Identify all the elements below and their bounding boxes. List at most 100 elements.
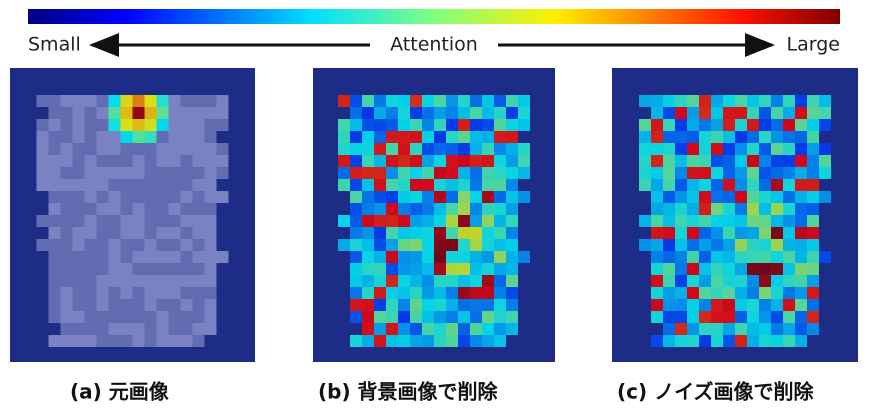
heatmap-cell: [494, 239, 506, 251]
heatmap-cell: [759, 239, 771, 251]
heatmap-cell: [362, 227, 374, 239]
heatmap-cell: [783, 287, 795, 299]
heatmap-cell: [49, 215, 61, 227]
heatmap-cell: [49, 143, 61, 155]
heatmap-cell: [458, 107, 470, 119]
caption: (b) 背景画像で削除: [318, 380, 499, 404]
heatmap-cell: [795, 323, 807, 335]
heatmap-cell: [193, 251, 205, 263]
heatmap-cell: [157, 155, 169, 167]
heatmap-cell: [699, 179, 711, 191]
heatmap-cell: [49, 131, 61, 143]
heatmap-cell: [747, 251, 759, 263]
heatmap-cell: [699, 287, 711, 299]
heatmap-cell: [109, 167, 121, 179]
heatmap-cell: [675, 323, 687, 335]
heatmap-cell: [675, 311, 687, 323]
heatmap-cell: [422, 215, 434, 227]
heatmap-cell: [338, 119, 350, 131]
heatmap-cell: [687, 119, 699, 131]
heatmap-cell: [157, 215, 169, 227]
heatmap-cell: [350, 191, 362, 203]
heatmap-cell: [374, 275, 386, 287]
heatmap-cell: [470, 251, 482, 263]
heatmap-cell: [759, 251, 771, 263]
heatmap-cell: [109, 323, 121, 335]
heatmap-cell: [723, 143, 735, 155]
heatmap-cell: [362, 311, 374, 323]
heatmap-cell: [759, 275, 771, 287]
heatmap-cell: [157, 311, 169, 323]
heatmap-cell: [386, 263, 398, 275]
heatmap-cell: [181, 107, 193, 119]
heatmap-cell: [362, 119, 374, 131]
heatmap-cell: [434, 227, 446, 239]
heatmap-cell: [807, 239, 819, 251]
heatmap-cell: [398, 287, 410, 299]
heatmap-cell: [482, 299, 494, 311]
heatmap-cell: [145, 131, 157, 143]
heatmap-cell: [410, 131, 422, 143]
heatmap-cell: [169, 263, 181, 275]
heatmap-cell: [109, 119, 121, 131]
heatmap-cell: [747, 239, 759, 251]
heatmap-cell: [675, 107, 687, 119]
heatmap-cell: [193, 107, 205, 119]
heatmap-cell: [518, 167, 530, 179]
caption: (a) 元画像: [70, 380, 170, 404]
heatmap-cell: [121, 95, 133, 107]
heatmap-cell: [121, 143, 133, 155]
heatmap-cell: [398, 155, 410, 167]
heatmap-cell: [422, 131, 434, 143]
heatmap-cell: [494, 275, 506, 287]
heatmap-cell: [422, 275, 434, 287]
heatmap-cell: [506, 155, 518, 167]
heatmap-cell: [819, 143, 831, 155]
heatmap-cell: [639, 143, 651, 155]
heatmap-cell: [735, 167, 747, 179]
heatmap-cell: [783, 263, 795, 275]
heatmap-cell: [61, 287, 73, 299]
heatmap-cell: [783, 251, 795, 263]
heatmap-cell: [482, 167, 494, 179]
heatmap-cell: [687, 263, 699, 275]
heatmap-cell: [470, 119, 482, 131]
heatmap-cell: [169, 275, 181, 287]
heatmap-cell: [518, 95, 530, 107]
heatmap-cell: [819, 251, 831, 263]
heatmap-cell: [109, 263, 121, 275]
heatmap-cell: [711, 179, 723, 191]
heatmap-cell: [97, 335, 109, 347]
heatmap-cell: [482, 311, 494, 323]
heatmap-cell: [434, 119, 446, 131]
heatmap-cell: [217, 95, 229, 107]
heatmap-cell: [109, 131, 121, 143]
heatmap-cell: [446, 167, 458, 179]
heatmap-cell: [699, 155, 711, 167]
heatmap-cell: [422, 95, 434, 107]
heatmap-cell: [771, 155, 783, 167]
heatmap-cell: [494, 335, 506, 347]
heatmap-cell: [410, 119, 422, 131]
heatmap-cell: [458, 143, 470, 155]
heatmap-cell: [470, 131, 482, 143]
heatmap-cell: [362, 275, 374, 287]
heatmap-cell: [458, 263, 470, 275]
heatmap-cell: [193, 227, 205, 239]
heatmap-cell: [193, 335, 205, 347]
heatmap-cell: [482, 119, 494, 131]
heatmap-cell: [458, 167, 470, 179]
heatmap-cell: [795, 131, 807, 143]
heatmap-cell: [458, 311, 470, 323]
heatmap-cell: [651, 251, 663, 263]
heatmap-cell: [771, 191, 783, 203]
heatmap-cell: [699, 239, 711, 251]
heatmap-cell: [783, 191, 795, 203]
heatmap-cell: [783, 299, 795, 311]
heatmap-cell: [446, 131, 458, 143]
heatmap-cell: [422, 263, 434, 275]
heatmap-cell: [374, 167, 386, 179]
heatmap-cell: [169, 323, 181, 335]
heatmap-cell: [49, 227, 61, 239]
heatmap-cell: [133, 155, 145, 167]
